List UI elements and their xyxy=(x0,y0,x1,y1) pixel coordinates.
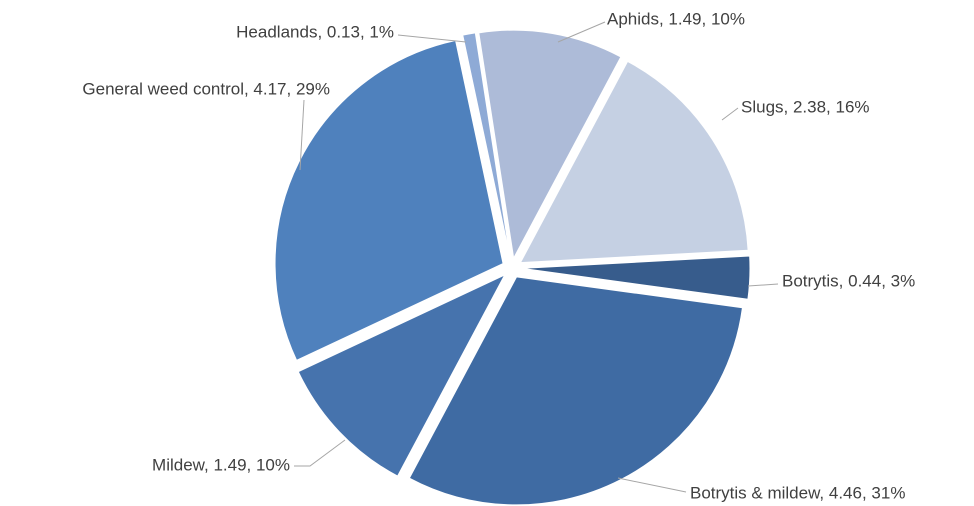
pie-slice xyxy=(297,273,506,477)
leader-line xyxy=(721,107,739,121)
data-label: Mildew, 1.49, 10% xyxy=(152,455,290,474)
leader-line xyxy=(617,477,687,493)
leader-line xyxy=(747,283,779,287)
pie-slice xyxy=(519,60,749,264)
data-label: General weed control, 4.17, 29% xyxy=(82,79,330,98)
pie-slice xyxy=(274,39,504,361)
pie-slice xyxy=(408,276,744,506)
data-label: Botrytis, 0.44, 3% xyxy=(782,271,915,290)
pie-slice xyxy=(521,255,751,300)
leader-line xyxy=(294,439,346,467)
data-label: Slugs, 2.38, 16% xyxy=(741,97,870,116)
data-label: Botrytis & mildew, 4.46, 31% xyxy=(690,483,905,502)
data-label: Headlands, 0.13, 1% xyxy=(236,22,394,41)
leader-line xyxy=(299,99,305,171)
pie-slice xyxy=(478,29,622,260)
leader-line xyxy=(557,21,606,43)
leader-line xyxy=(397,34,467,43)
pie-slice xyxy=(462,32,511,259)
data-label: Aphids, 1.49, 10% xyxy=(607,9,745,28)
